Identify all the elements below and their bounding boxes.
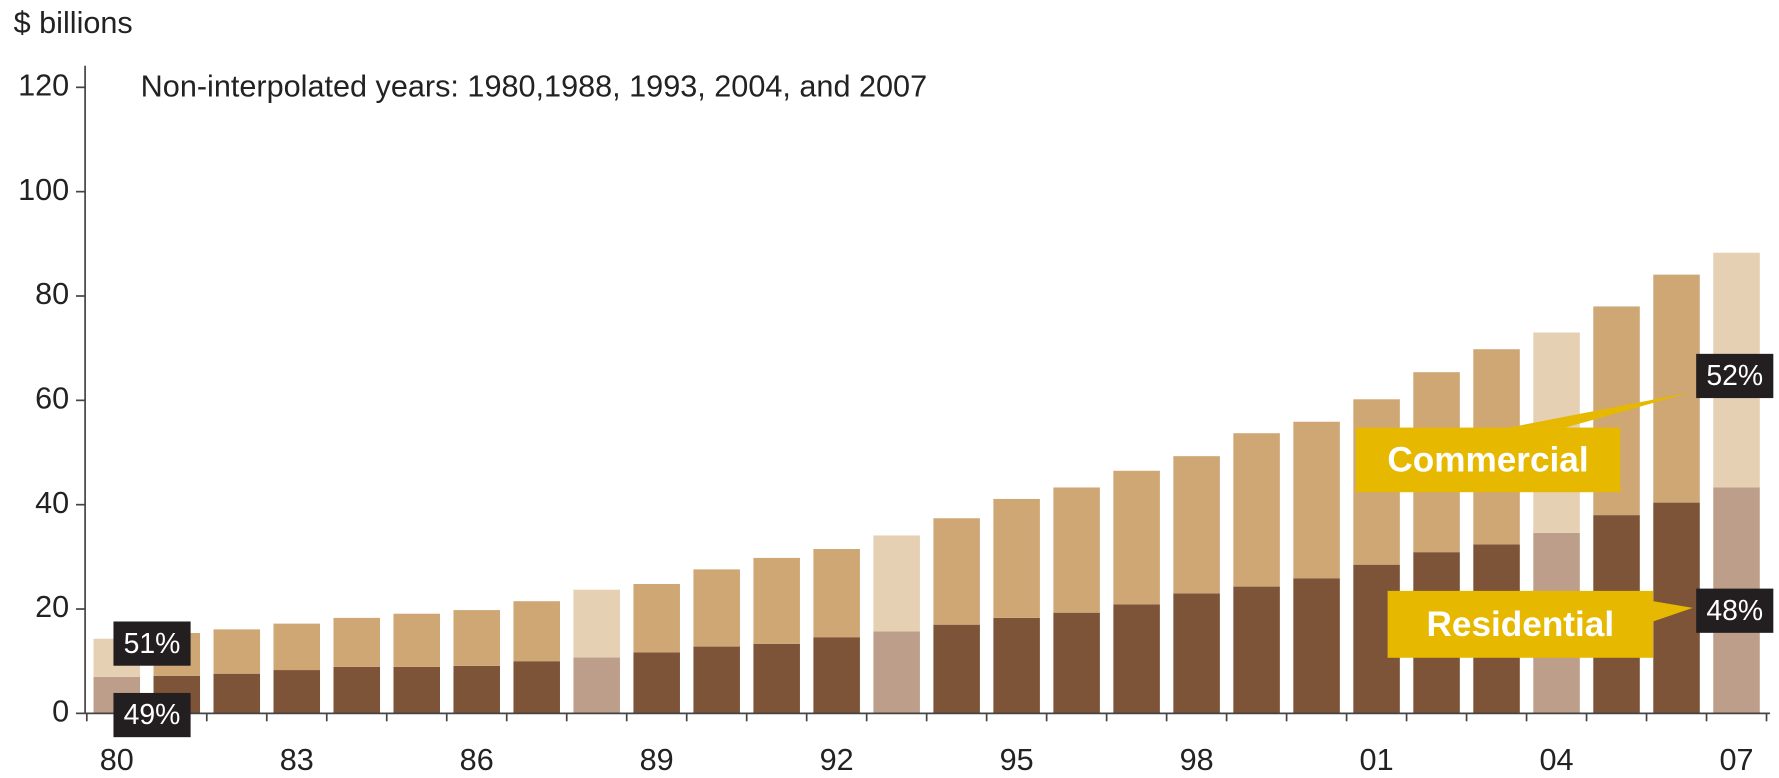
bar-segment xyxy=(993,498,1040,618)
bar-segment xyxy=(453,610,500,666)
x-tick-label: 92 xyxy=(820,743,854,777)
x-tick-label: 89 xyxy=(640,743,674,777)
bar-segment xyxy=(213,629,261,674)
bar-segment xyxy=(1293,578,1340,714)
x-tick-label: 83 xyxy=(280,743,314,777)
bar-segment xyxy=(1113,470,1160,605)
bar-segment xyxy=(333,666,381,714)
y-tick-label: 20 xyxy=(35,590,69,624)
bar-segment xyxy=(1233,586,1280,714)
bar-segment xyxy=(1053,487,1100,613)
bar-segment xyxy=(753,557,800,644)
bar-segment xyxy=(453,665,500,714)
percent-tag-box xyxy=(113,621,191,666)
callout-box xyxy=(1387,590,1654,658)
y-tick-label: 40 xyxy=(35,486,69,520)
bar-segment xyxy=(873,631,920,714)
legend-label: Commercial xyxy=(1387,440,1588,479)
bar-segment xyxy=(1173,593,1220,714)
bar-segment xyxy=(573,589,620,658)
bar-segment xyxy=(1653,274,1700,503)
percent-tag: 49% xyxy=(124,699,181,731)
y-tick-label: 100 xyxy=(18,173,69,207)
y-tick-label: 80 xyxy=(35,277,69,311)
x-tick-label: 86 xyxy=(460,743,494,777)
bar-segment xyxy=(1233,433,1280,587)
bar-segment xyxy=(633,652,680,714)
y-axis-label: $ billions xyxy=(14,6,133,40)
bar-segment xyxy=(633,583,680,653)
bar-segment xyxy=(1053,612,1100,714)
x-tick-label: 80 xyxy=(100,743,134,777)
bar-segment xyxy=(933,518,980,625)
legend-label: Residential xyxy=(1427,605,1615,644)
callout-box xyxy=(1355,427,1621,493)
percent-tag-box xyxy=(1696,353,1774,399)
bar-segment xyxy=(393,666,440,714)
y-tick-label: 0 xyxy=(52,694,69,728)
percent-tag: 52% xyxy=(1706,360,1763,392)
bar-segment xyxy=(273,623,321,671)
bar-segment xyxy=(813,637,860,714)
percent-tag-box xyxy=(113,692,191,738)
percent-tag: 51% xyxy=(124,628,181,660)
bar-segment xyxy=(1293,421,1340,579)
y-tick-label: 60 xyxy=(35,381,69,415)
bar-segment xyxy=(333,617,381,667)
bar-segment xyxy=(813,549,860,638)
bar-segment xyxy=(693,569,740,647)
bar-segment xyxy=(1113,604,1160,714)
bar-segment xyxy=(1173,456,1220,594)
bar-segment xyxy=(273,670,321,714)
x-tick-label: 07 xyxy=(1719,743,1753,777)
bar-segment xyxy=(753,643,800,714)
x-tick-label: 98 xyxy=(1180,743,1214,777)
bar-segment xyxy=(993,617,1040,714)
bar-segment xyxy=(693,646,740,714)
x-tick-label: 04 xyxy=(1540,743,1574,777)
percent-tag: 48% xyxy=(1706,595,1763,627)
bar-segment xyxy=(873,535,920,632)
bar-segment xyxy=(513,661,560,714)
callout-pointer xyxy=(1653,601,1693,622)
bar-segment xyxy=(393,613,440,667)
bar-segment xyxy=(933,624,980,714)
note: Non-interpolated years: 1980,1988, 1993,… xyxy=(141,70,927,104)
x-tick-label: 95 xyxy=(1000,743,1034,777)
bar-segment xyxy=(573,657,620,714)
x-tick-label: 01 xyxy=(1360,743,1394,777)
bar-segment xyxy=(513,601,560,662)
bar-segment xyxy=(213,673,261,714)
percent-tag-box xyxy=(1696,588,1774,633)
y-tick-label: 120 xyxy=(18,68,69,102)
